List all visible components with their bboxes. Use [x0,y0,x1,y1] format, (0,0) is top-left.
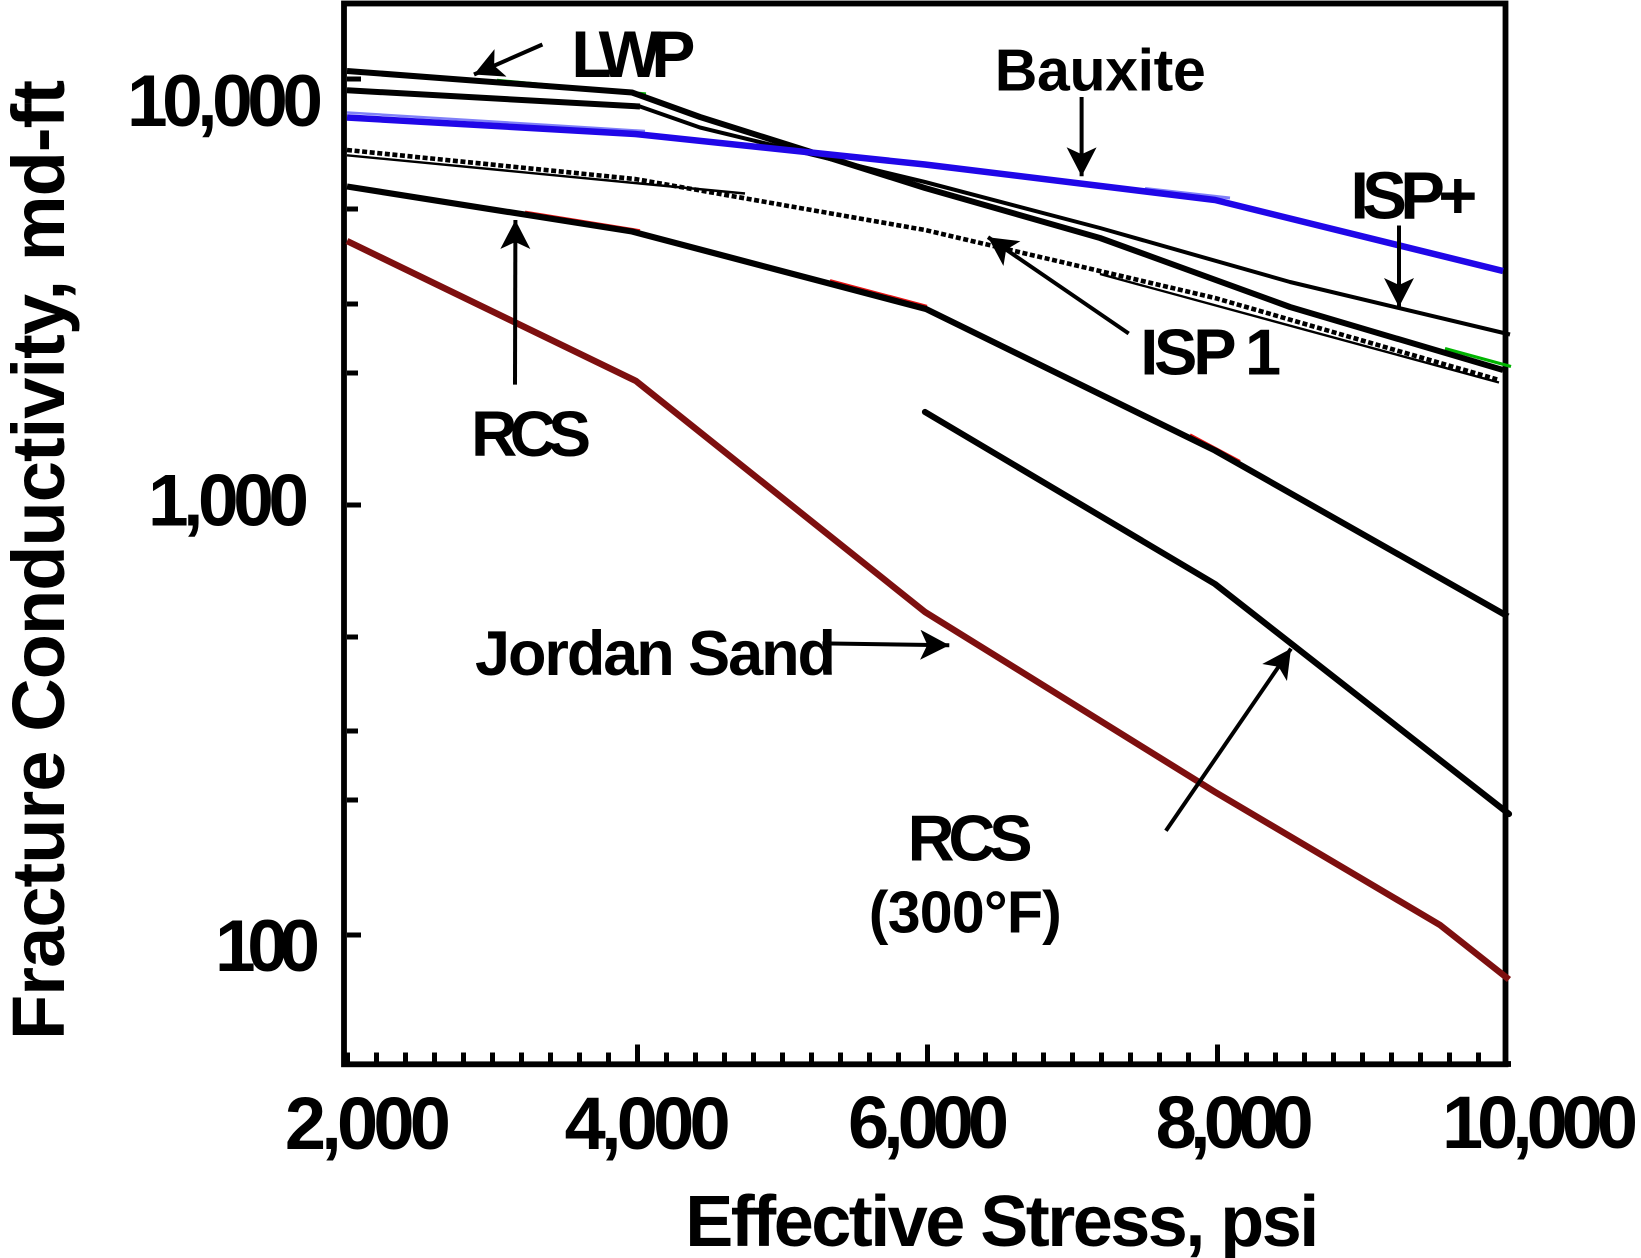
svg-text:10,000: 10,000 [127,61,323,142]
svg-text:LWP: LWP [571,17,695,91]
svg-text:Effective Stress, psi: Effective Stress, psi [685,1182,1319,1258]
svg-text:Jordan Sand: Jordan Sand [475,619,836,689]
svg-text:4,000: 4,000 [565,1082,731,1165]
svg-text:ISP 1: ISP 1 [1140,316,1281,389]
svg-text:ISP+: ISP+ [1350,159,1477,234]
svg-text:RCS: RCS [471,398,591,470]
svg-text:Fracture Conductivity, md-ft: Fracture Conductivity, md-ft [0,80,80,1040]
svg-text:100: 100 [215,906,320,987]
svg-text:1,000: 1,000 [148,461,309,542]
svg-text:2,000: 2,000 [285,1082,451,1165]
svg-text:8,000: 8,000 [1156,1081,1314,1164]
svg-text:(300°F): (300°F) [869,879,1062,945]
svg-text:Bauxite: Bauxite [995,37,1206,103]
svg-text:10,000: 10,000 [1442,1081,1638,1164]
svg-text:RCS: RCS [908,802,1033,875]
svg-text:6,000: 6,000 [848,1081,1009,1164]
